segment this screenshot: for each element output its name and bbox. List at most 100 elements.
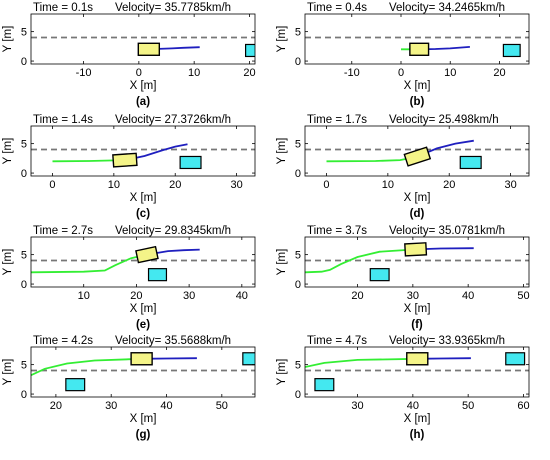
y-axis-label: Y [m] xyxy=(2,138,14,165)
y-tick-label: 0 xyxy=(21,279,27,291)
time-readout: Time = 2.7s xyxy=(33,225,93,237)
traveled-path xyxy=(31,253,148,274)
x-tick-label: 30 xyxy=(105,400,117,412)
y-axis-label: Y [m] xyxy=(2,359,14,386)
plot-area xyxy=(31,36,255,58)
subplot-a: -10 0 10 20 0 5 Time = 0.1s Velocity= 35.7785km… xyxy=(2,2,256,108)
time-readout: Time = 3.7s xyxy=(307,225,367,237)
ego-vehicle xyxy=(130,352,153,366)
subplot-f: 20 30 40 50 0 5 Time = 3.7s Velocity= 35.0781km… xyxy=(276,225,530,331)
traveled-path xyxy=(31,357,142,377)
y-tick-label: 0 xyxy=(295,389,301,401)
plot-area xyxy=(31,143,255,170)
x-tick-label: -10 xyxy=(76,67,92,79)
x-tick-label: 40 xyxy=(160,400,172,412)
y-tick-label: 5 xyxy=(21,250,27,262)
obstacle-vehicle-2 xyxy=(242,352,255,366)
obstacle-vehicle xyxy=(244,43,255,58)
time-readout: Time = 0.4s xyxy=(307,2,367,14)
obstacle-vehicle-2 xyxy=(505,352,526,366)
x-tick-label: 30 xyxy=(230,179,242,191)
axes-frame xyxy=(304,13,530,65)
y-tick-label: 0 xyxy=(21,168,27,180)
obstacle-vehicle xyxy=(369,268,390,282)
y-tick-label: 0 xyxy=(295,279,301,291)
traveled-path xyxy=(305,248,416,274)
y-tick-label: 5 xyxy=(21,360,27,372)
obstacle-vehicle xyxy=(65,378,86,392)
y-axis-label: Y [m] xyxy=(276,138,288,165)
ego-vehicle xyxy=(135,245,159,264)
x-tick-label: 30 xyxy=(407,290,419,302)
y-tick-label: 0 xyxy=(295,56,301,68)
velocity-readout: Velocity= 34.2465km/h xyxy=(389,2,505,14)
x-tick-label: 50 xyxy=(462,400,474,412)
x-axis-label: X [m] xyxy=(130,413,157,425)
x-axis-label: X [m] xyxy=(130,80,157,92)
x-tick-label: 40 xyxy=(462,290,474,302)
x-tick-label: 20 xyxy=(50,400,62,412)
y-tick-label: 5 xyxy=(295,250,301,262)
x-tick-label: 10 xyxy=(188,67,200,79)
plot-area xyxy=(305,36,529,58)
axes-frame xyxy=(304,125,530,177)
y-tick-label: 5 xyxy=(295,360,301,372)
x-axis-label: X [m] xyxy=(404,413,431,425)
axes-frame xyxy=(30,236,256,288)
subplot-label: (f) xyxy=(411,319,423,331)
obstacle-vehicle xyxy=(179,155,202,170)
subplot-label: (h) xyxy=(410,429,425,441)
x-tick-label: 0 xyxy=(398,67,404,79)
x-tick-label: 10 xyxy=(444,67,456,79)
time-readout: Time = 4.7s xyxy=(307,335,367,347)
plot-area xyxy=(305,352,529,392)
time-readout: Time = 4.2s xyxy=(33,335,93,347)
axes-frame xyxy=(30,13,256,65)
x-axis-label: X [m] xyxy=(130,192,157,204)
obstacle-vehicle xyxy=(502,43,521,58)
y-tick-label: 0 xyxy=(295,168,301,180)
x-tick-label: 30 xyxy=(183,290,195,302)
subplot-d: 0 10 20 30 0 5 Time = 1.7s Velocity= 25.498km/h… xyxy=(276,114,530,220)
obstacle-vehicle xyxy=(459,155,482,170)
ego-vehicle xyxy=(112,152,138,168)
subplot-label: (g) xyxy=(136,429,151,441)
time-readout: Time = 1.7s xyxy=(307,114,367,126)
velocity-readout: Velocity= 33.9365km/h xyxy=(389,335,505,347)
x-tick-label: 20 xyxy=(493,67,505,79)
traveled-path xyxy=(305,357,418,368)
x-tick-label: 20 xyxy=(169,179,181,191)
velocity-readout: Velocity= 25.498km/h xyxy=(389,114,499,126)
subplot-label: (b) xyxy=(410,96,425,108)
x-tick-label: 40 xyxy=(407,400,419,412)
x-tick-label: 60 xyxy=(517,400,529,412)
y-axis-label: Y [m] xyxy=(276,249,288,276)
ego-vehicle xyxy=(406,352,429,366)
plot-background xyxy=(31,126,255,176)
velocity-readout: Velocity= 35.7785km/h xyxy=(115,2,231,14)
y-axis-label: Y [m] xyxy=(2,249,14,276)
x-axis-label: X [m] xyxy=(404,303,431,315)
x-tick-label: 50 xyxy=(216,400,228,412)
subplot-h: 30 40 50 60 0 5 Time = 4.7s Velocity= 33.9365km… xyxy=(276,335,530,441)
axes-frame xyxy=(304,346,530,398)
x-tick-label: 0 xyxy=(136,67,142,79)
subplot-c: 0 10 20 30 0 5 Time = 1.4s Velocity= 27.3726km/… xyxy=(2,114,256,220)
axes-frame xyxy=(30,125,256,177)
x-tick-label: 40 xyxy=(236,290,248,302)
y-axis-label: Y [m] xyxy=(276,359,288,386)
subplot-label: (a) xyxy=(136,96,150,108)
time-readout: Time = 1.4s xyxy=(33,114,93,126)
ego-vehicle xyxy=(404,242,428,257)
subplot-label: (c) xyxy=(136,208,150,220)
x-tick-label: -10 xyxy=(344,67,360,79)
velocity-readout: Velocity= 35.5688km/h xyxy=(115,335,231,347)
x-tick-label: 20 xyxy=(243,67,255,79)
y-tick-label: 5 xyxy=(295,139,301,151)
plot-area xyxy=(31,352,255,392)
y-tick-label: 5 xyxy=(21,139,27,151)
x-axis-label: X [m] xyxy=(404,192,431,204)
x-tick-label: 50 xyxy=(517,290,529,302)
x-tick-label: 10 xyxy=(108,179,120,191)
ego-vehicle xyxy=(403,146,432,167)
